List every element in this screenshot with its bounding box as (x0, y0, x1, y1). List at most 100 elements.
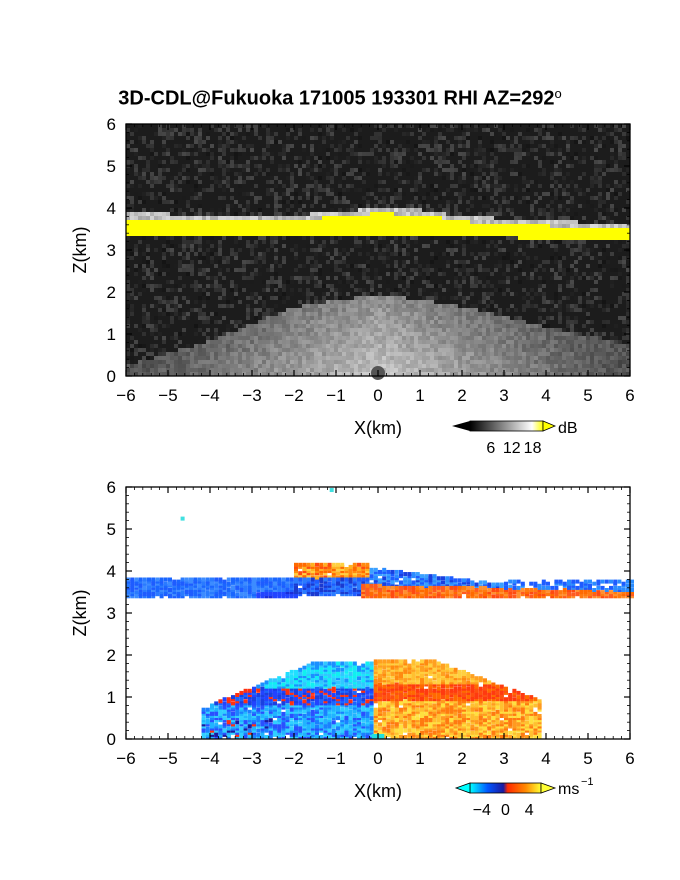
reflectivity-cell (322, 232, 326, 236)
reflectivity-cell (330, 228, 334, 232)
reflectivity-cell (154, 216, 158, 220)
reflectivity-cell (510, 196, 514, 200)
reflectivity-cell (174, 208, 178, 212)
reflectivity-cell (582, 332, 586, 336)
reflectivity-cell (550, 212, 554, 216)
reflectivity-cell (502, 248, 506, 252)
reflectivity-cell (522, 252, 526, 256)
reflectivity-cell (522, 360, 526, 364)
reflectivity-cell (242, 220, 246, 224)
reflectivity-cell (542, 336, 546, 340)
reflectivity-cell (450, 128, 454, 132)
reflectivity-cell (126, 212, 130, 216)
reflectivity-cell (554, 348, 558, 352)
reflectivity-cell (474, 240, 478, 244)
reflectivity-cell (154, 368, 158, 372)
reflectivity-cell (342, 224, 346, 228)
reflectivity-cell (370, 352, 374, 356)
reflectivity-cell (362, 272, 366, 276)
reflectivity-cell (426, 356, 430, 360)
reflectivity-cell (386, 352, 390, 356)
reflectivity-cell (618, 360, 622, 364)
reflectivity-cell (386, 160, 390, 164)
reflectivity-cell (506, 328, 510, 332)
reflectivity-cell (194, 360, 198, 364)
reflectivity-cell (502, 360, 506, 364)
reflectivity-cell (346, 276, 350, 280)
reflectivity-cell (590, 276, 594, 280)
reflectivity-cell (186, 272, 190, 276)
reflectivity-cell (486, 352, 490, 356)
reflectivity-cell (142, 228, 146, 232)
reflectivity-cell (438, 148, 442, 152)
reflectivity-cell (382, 200, 386, 204)
reflectivity-cell (562, 268, 566, 272)
reflectivity-cell (470, 316, 474, 320)
reflectivity-cell (298, 348, 302, 352)
reflectivity-cell (218, 232, 222, 236)
reflectivity-cell (402, 228, 406, 232)
reflectivity-cell (306, 184, 310, 188)
reflectivity-cell (162, 256, 166, 260)
reflectivity-cell (554, 224, 558, 228)
reflectivity-cell (174, 244, 178, 248)
reflectivity-cell (210, 364, 214, 368)
reflectivity-cell (434, 320, 438, 324)
reflectivity-cell (402, 240, 406, 244)
reflectivity-cell (254, 260, 258, 264)
reflectivity-cell (150, 364, 154, 368)
reflectivity-cell (354, 332, 358, 336)
reflectivity-cell (522, 332, 526, 336)
reflectivity-cell (586, 360, 590, 364)
reflectivity-cell (162, 356, 166, 360)
reflectivity-cell (562, 340, 566, 344)
reflectivity-cell (286, 316, 290, 320)
reflectivity-cell (374, 304, 378, 308)
reflectivity-cell (598, 368, 602, 372)
reflectivity-cell (514, 360, 518, 364)
reflectivity-cell (410, 236, 414, 240)
reflectivity-cell (202, 316, 206, 320)
reflectivity-cell (390, 372, 394, 376)
reflectivity-cell (494, 156, 498, 160)
reflectivity-cell (146, 280, 150, 284)
reflectivity-cell (278, 324, 282, 328)
reflectivity-cell (558, 256, 562, 260)
reflectivity-cell (506, 220, 510, 224)
reflectivity-cell (250, 144, 254, 148)
reflectivity-cell (326, 336, 330, 340)
reflectivity-cell (570, 364, 574, 368)
reflectivity-cell (502, 344, 506, 348)
reflectivity-cell (406, 288, 410, 292)
reflectivity-cell (134, 284, 138, 288)
reflectivity-cell (206, 132, 210, 136)
reflectivity-cell (382, 156, 386, 160)
reflectivity-cell (454, 312, 458, 316)
reflectivity-cell (610, 168, 614, 172)
reflectivity-cell (374, 148, 378, 152)
reflectivity-cell (462, 192, 466, 196)
reflectivity-cell (262, 356, 266, 360)
reflectivity-cell (302, 164, 306, 168)
reflectivity-cell (326, 328, 330, 332)
reflectivity-cell (538, 300, 542, 304)
reflectivity-cell (298, 324, 302, 328)
reflectivity-cell (254, 212, 258, 216)
reflectivity-cell (622, 336, 626, 340)
reflectivity-cell (610, 148, 614, 152)
reflectivity-cell (414, 332, 418, 336)
reflectivity-cell (510, 212, 514, 216)
reflectivity-cell (134, 148, 138, 152)
reflectivity-cell (306, 232, 310, 236)
reflectivity-cell (314, 232, 318, 236)
reflectivity-cell (294, 276, 298, 280)
reflectivity-cell (310, 324, 314, 328)
reflectivity-cell (162, 352, 166, 356)
reflectivity-cell (486, 176, 490, 180)
reflectivity-cell (370, 312, 374, 316)
reflectivity-cell (150, 196, 154, 200)
reflectivity-cell (518, 156, 522, 160)
reflectivity-cell (338, 348, 342, 352)
reflectivity-cell (626, 236, 630, 240)
reflectivity-cell (610, 364, 614, 368)
